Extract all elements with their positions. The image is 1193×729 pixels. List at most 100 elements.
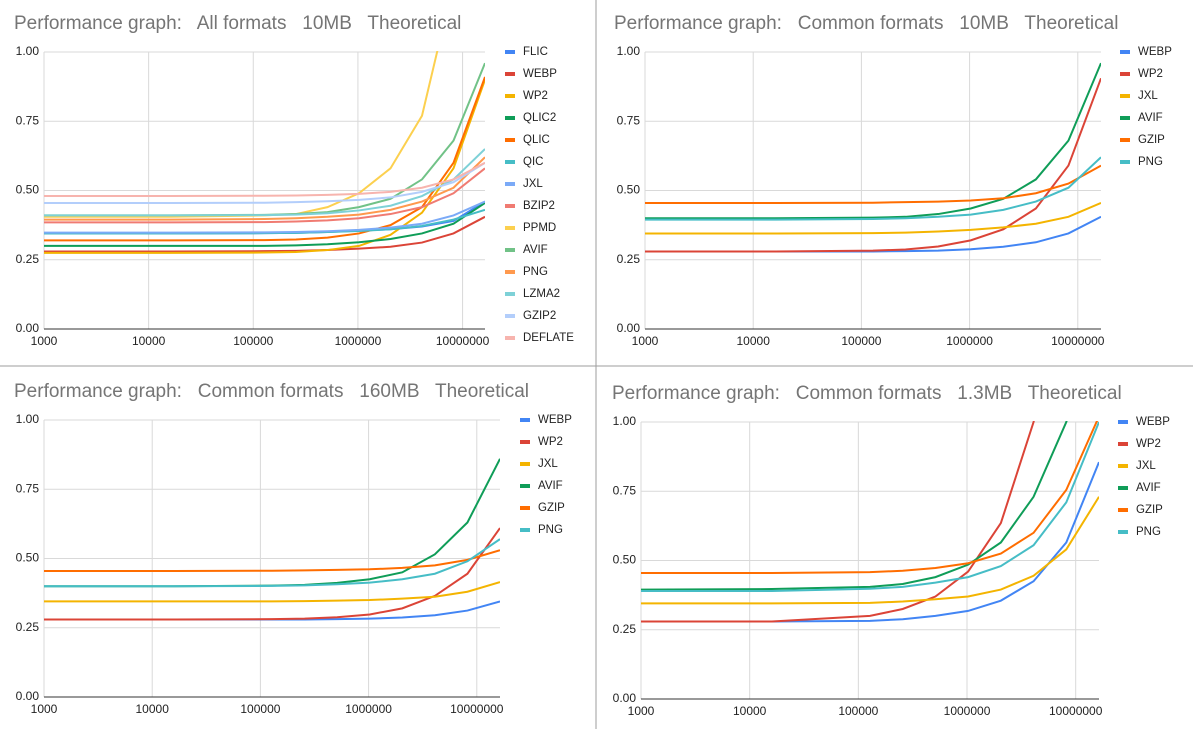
y-tick-label: 0.25 [617,252,641,266]
legend-label: WP2 [523,90,548,102]
y-tick-label: 0.00 [617,321,641,335]
legend-label: PNG [1136,526,1161,538]
y-tick-label: 0.75 [617,113,641,127]
legend-label: JXL [1138,90,1158,102]
y-tick-label: 0.25 [16,252,40,266]
chart-title: Performance graph: All formats 10MB Theo… [14,13,461,34]
series-line [645,156,1101,221]
legend-label: AVIF [1138,112,1163,124]
chart-panel: Performance graph: All formats 10MB Theo… [14,13,574,348]
series-line [641,421,1068,591]
legend-label: BZIP2 [523,200,555,212]
series-line [645,164,1101,204]
y-tick-label: 0.50 [617,183,641,197]
x-tick-label: 1000 [31,702,58,716]
series-line [44,527,500,621]
legend-label: WEBP [523,68,557,80]
x-tick-label: 10000 [132,334,166,348]
x-tick-label: 10000000 [1051,334,1105,348]
y-tick-label: 0.75 [16,113,40,127]
legend-label: WP2 [1138,68,1163,80]
series-line [641,421,1099,592]
series-line [44,202,485,247]
x-tick-label: 10000000 [1049,704,1103,718]
series-line [44,76,485,242]
legend-label: QLIC2 [523,112,556,124]
legend-label: WEBP [538,414,572,426]
legend-label: AVIF [523,244,548,256]
legend-label: DEFLATE [523,332,574,344]
legend-label: PNG [538,524,563,536]
legend-label: WEBP [1138,46,1172,58]
legend-label: JXL [523,178,543,190]
x-tick-label: 100000 [838,704,878,718]
legend-label: GZIP2 [523,310,556,322]
x-tick-label: 10000000 [436,334,490,348]
legend-label: GZIP [1138,134,1165,146]
y-tick-label: 0.50 [16,183,40,197]
x-tick-label: 10000000 [450,702,504,716]
y-tick-label: 0.00 [16,321,40,335]
chart-panel: Performance graph: Common formats 1.3MB … [612,383,1170,718]
y-tick-label: 0.00 [16,689,40,703]
legend-label: FLIC [523,46,548,58]
x-tick-label: 1000000 [335,334,382,348]
legend-label: WP2 [1136,438,1161,450]
series-line [44,549,500,572]
chart-title: Performance graph: Common formats 160MB … [14,381,529,402]
y-tick-label: 0.50 [613,553,637,567]
series-line [44,161,485,204]
series-line [645,77,1101,253]
series-line [44,215,485,253]
legend-label: QLIC [523,134,550,146]
series-line [44,79,485,254]
y-tick-label: 1.00 [16,44,40,58]
legend-label: JXL [1136,460,1156,472]
legend-label: WEBP [1136,416,1170,428]
legend-label: PNG [1138,156,1163,168]
x-tick-label: 1000000 [944,704,991,718]
x-tick-label: 10000 [737,334,771,348]
y-tick-label: 1.00 [16,412,40,426]
legend-label: GZIP [538,502,565,514]
x-tick-label: 1000 [628,704,655,718]
y-tick-label: 0.75 [16,481,40,495]
chart-panel: Performance graph: Common formats 160MB … [14,381,572,716]
y-tick-label: 1.00 [617,44,641,58]
legend-label: AVIF [538,480,563,492]
series-line [641,421,1035,623]
legend-label: AVIF [1136,482,1161,494]
series-line [44,581,500,603]
series-line [44,200,485,234]
legend-label: LZMA2 [523,288,560,300]
x-tick-label: 100000 [240,702,280,716]
legend-label: WP2 [538,436,563,448]
y-tick-label: 0.00 [613,691,637,705]
y-tick-label: 0.75 [613,483,637,497]
legend-label: PPMD [523,222,556,234]
series-line [645,62,1101,220]
legend-label: GZIP [1136,504,1163,516]
series-line [44,167,485,224]
legend-label: JXL [538,458,558,470]
y-tick-label: 1.00 [613,414,637,428]
chart-title: Performance graph: Common formats 10MB T… [614,13,1118,34]
chart-panel: Performance graph: Common formats 10MB T… [614,13,1172,348]
x-tick-label: 1000000 [345,702,392,716]
series-line [641,496,1099,605]
x-tick-label: 1000 [31,334,58,348]
series-line [44,156,485,221]
y-tick-label: 0.50 [16,551,40,565]
x-tick-label: 1000 [632,334,659,348]
series-line [44,161,485,198]
x-tick-label: 10000 [136,702,170,716]
legend-label: QIC [523,156,543,168]
x-tick-label: 100000 [233,334,273,348]
chart-title: Performance graph: Common formats 1.3MB … [612,383,1122,404]
x-tick-label: 100000 [841,334,881,348]
series-line [641,421,1099,574]
legend-label: PNG [523,266,548,278]
y-tick-label: 0.25 [16,620,40,634]
y-tick-label: 0.25 [613,622,637,636]
